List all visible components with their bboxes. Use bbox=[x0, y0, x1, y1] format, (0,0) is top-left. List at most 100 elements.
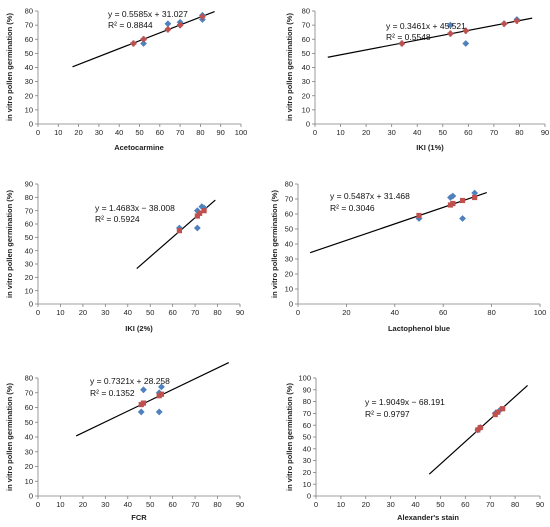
trend-line bbox=[309, 192, 487, 254]
y-tick-label: 40 bbox=[285, 240, 293, 249]
x-tick-label: 0 bbox=[296, 308, 300, 317]
y-tick-label: 40 bbox=[25, 63, 33, 72]
y-tick-label: 40 bbox=[25, 246, 33, 255]
x-tick-label: 40 bbox=[124, 308, 132, 317]
x-tick-label: 30 bbox=[101, 308, 109, 317]
predicted-point bbox=[194, 213, 200, 219]
x-tick-label: 90 bbox=[541, 128, 549, 137]
x-tick-label: 0 bbox=[36, 500, 40, 509]
x-tick-label: 100 bbox=[235, 128, 248, 137]
predicted-point-core bbox=[141, 37, 146, 42]
y-tick-label: 10 bbox=[25, 105, 33, 114]
observed-point bbox=[447, 21, 454, 29]
predicted-point-core bbox=[448, 31, 453, 36]
x-tick-label: 20 bbox=[74, 128, 82, 137]
y-tick-label: 70 bbox=[303, 409, 311, 418]
y-tick-label: 40 bbox=[25, 433, 33, 442]
x-tick-label: 60 bbox=[461, 500, 469, 509]
observed-point bbox=[140, 40, 147, 47]
x-axis-label: IKI (2%) bbox=[125, 324, 153, 333]
x-tick-label: 70 bbox=[176, 128, 184, 137]
predicted-point bbox=[477, 424, 483, 431]
y-axis-label: in vitro pollen germination (%) bbox=[285, 13, 294, 121]
panel-acetocarmine: 0 10 20 30 40 50 60 70 80 0 10 20 30 40 50 60 70 80 90 100 A… bbox=[5, 7, 247, 152]
y-tick-label: 70 bbox=[302, 21, 310, 30]
predicted-point bbox=[472, 194, 478, 201]
x-tick-label: 80 bbox=[515, 128, 523, 137]
y-tick-label: 70 bbox=[285, 195, 293, 204]
x-tick-label: 20 bbox=[362, 500, 370, 509]
predicted-point bbox=[140, 400, 147, 406]
y-tick-label: 60 bbox=[25, 35, 33, 44]
r-squared-label: R² = 0.3046 bbox=[330, 203, 375, 213]
predicted-point bbox=[416, 212, 422, 219]
x-tick-label: 90 bbox=[217, 128, 225, 137]
y-tick-label: 20 bbox=[302, 91, 310, 100]
x-tick-label: 50 bbox=[146, 500, 154, 509]
predicted-point bbox=[450, 200, 456, 207]
y-tick-label: 60 bbox=[303, 421, 311, 430]
predicted-point-core bbox=[463, 28, 468, 33]
y-tick-label: 0 bbox=[307, 492, 311, 501]
y-tick-label: 100 bbox=[298, 374, 311, 383]
observed-point bbox=[449, 192, 457, 200]
x-tick-label: 50 bbox=[439, 128, 447, 137]
x-tick-label: 80 bbox=[511, 500, 519, 509]
panel-fcr: 0 10 20 30 40 50 60 70 80 0 10 20 30 40 50 60 70 80 90 FCR i… bbox=[5, 361, 244, 522]
y-tick-label: 50 bbox=[303, 433, 311, 442]
predicted-point-core bbox=[400, 41, 404, 46]
panel-iki-2: 0 10 20 30 40 50 60 70 80 90 0 10 20 30 40 50 60 70 80 90 IK… bbox=[5, 180, 244, 333]
x-axis-label: Acetocarmine bbox=[114, 143, 164, 152]
x-tick-label: 50 bbox=[135, 128, 143, 137]
x-tick-label: 70 bbox=[490, 128, 498, 137]
y-tick-label: 50 bbox=[302, 49, 310, 58]
observed-point bbox=[459, 215, 466, 222]
observed-point bbox=[137, 408, 145, 416]
x-tick-label: 10 bbox=[56, 500, 64, 509]
x-axis-label: Lactophenol blue bbox=[388, 324, 450, 333]
regression-equation: y = 1.9049x − 68.191 bbox=[365, 397, 445, 407]
x-tick-label: 60 bbox=[439, 308, 447, 317]
y-axis-label: in vitro pollen germination (%) bbox=[270, 190, 279, 298]
x-tick-label: 10 bbox=[56, 308, 64, 317]
x-axis-label: Alexander's stain bbox=[397, 513, 459, 522]
y-axis-label: in vitro pollen germination (%) bbox=[5, 383, 14, 491]
y-axis-label: in vitro pollen germination (%) bbox=[285, 383, 294, 491]
y-tick-label: 60 bbox=[25, 403, 33, 412]
x-tick-label: 90 bbox=[536, 500, 544, 509]
y-tick-label: 20 bbox=[25, 91, 33, 100]
observed-point bbox=[164, 20, 172, 28]
y-axis-label: in vitro pollen germination (%) bbox=[5, 13, 14, 121]
observed-point bbox=[158, 383, 165, 391]
x-tick-label: 0 bbox=[313, 128, 317, 137]
y-tick-label: 0 bbox=[29, 300, 33, 309]
x-tick-label: 60 bbox=[168, 308, 176, 317]
x-tick-label: 80 bbox=[196, 128, 204, 137]
r-squared-label: R² = 0.5548 bbox=[386, 32, 431, 42]
predicted-point-core bbox=[515, 19, 519, 23]
x-tick-label: 70 bbox=[191, 500, 199, 509]
x-tick-label: 80 bbox=[487, 308, 495, 317]
trend-line bbox=[75, 361, 230, 437]
y-tick-label: 80 bbox=[25, 7, 33, 16]
y-tick-label: 20 bbox=[25, 273, 33, 282]
x-tick-label: 100 bbox=[534, 308, 547, 317]
x-tick-label: 40 bbox=[115, 128, 123, 137]
x-tick-label: 10 bbox=[54, 128, 62, 137]
y-tick-label: 0 bbox=[29, 492, 33, 501]
panel-lactophenol-blue: 0 10 20 30 40 50 60 70 80 0 20 40 60 80 100 Lactophenol… bbox=[270, 180, 546, 333]
x-tick-label: 10 bbox=[337, 500, 345, 509]
predicted-point bbox=[158, 391, 165, 397]
y-tick-label: 10 bbox=[302, 105, 310, 114]
x-tick-label: 80 bbox=[213, 308, 221, 317]
observed-point bbox=[140, 386, 147, 394]
y-tick-label: 20 bbox=[303, 468, 311, 477]
x-tick-label: 30 bbox=[386, 500, 394, 509]
regression-equation: y = 0.3461x + 45.521 bbox=[386, 21, 466, 31]
x-tick-label: 30 bbox=[95, 128, 103, 137]
y-tick-label: 20 bbox=[25, 462, 33, 471]
y-tick-label: 50 bbox=[25, 233, 33, 242]
regression-equation: y = 0.5585x + 31.027 bbox=[108, 9, 188, 19]
y-tick-label: 30 bbox=[25, 77, 33, 86]
